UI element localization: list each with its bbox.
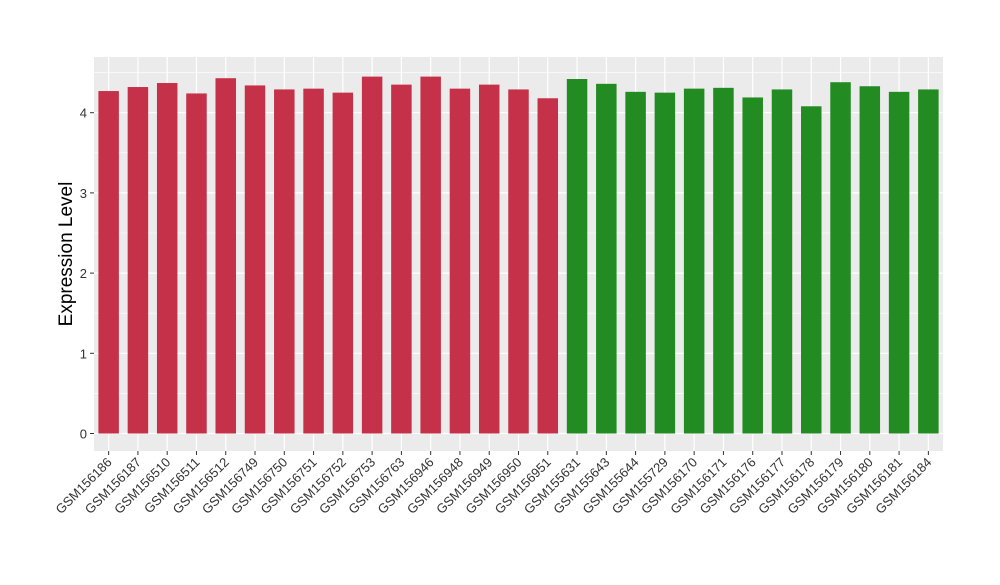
- y-tick-label: 4: [80, 106, 87, 121]
- bar-layer: [98, 76, 939, 434]
- bar: [361, 76, 383, 434]
- y-tick-label: 2: [80, 266, 87, 281]
- bar: [859, 86, 881, 434]
- bar: [683, 88, 705, 434]
- bar: [156, 83, 178, 434]
- bar: [215, 78, 236, 434]
- bar: [127, 87, 149, 434]
- y-tick-label: 0: [80, 427, 87, 442]
- bar: [420, 76, 441, 434]
- bar: [449, 88, 471, 434]
- bar: [742, 97, 763, 434]
- bar: [244, 85, 266, 434]
- bar: [566, 79, 588, 434]
- y-tick-label: 3: [80, 186, 87, 201]
- bar: [771, 89, 793, 434]
- x-axis: GSM156186GSM156187GSM156510GSM156511GSM1…: [53, 451, 934, 517]
- bar: [830, 82, 851, 434]
- bar: [801, 106, 822, 434]
- bar: [625, 91, 646, 434]
- bar: [274, 89, 295, 434]
- bar: [654, 92, 676, 434]
- bar: [888, 91, 910, 434]
- y-axis-title: Expression Level: [56, 182, 77, 327]
- y-tick-label: 1: [80, 346, 87, 361]
- bar: [303, 88, 324, 434]
- bar: [596, 83, 617, 434]
- bar: [713, 87, 734, 434]
- bar: [918, 89, 939, 434]
- bar: [98, 91, 119, 434]
- bar: [332, 92, 354, 434]
- bar: [537, 98, 559, 434]
- y-axis: 0 1 2 3 4: [80, 106, 94, 442]
- bar: [478, 84, 500, 434]
- bar: [186, 93, 207, 434]
- bar: [391, 84, 412, 434]
- bar: [508, 89, 529, 434]
